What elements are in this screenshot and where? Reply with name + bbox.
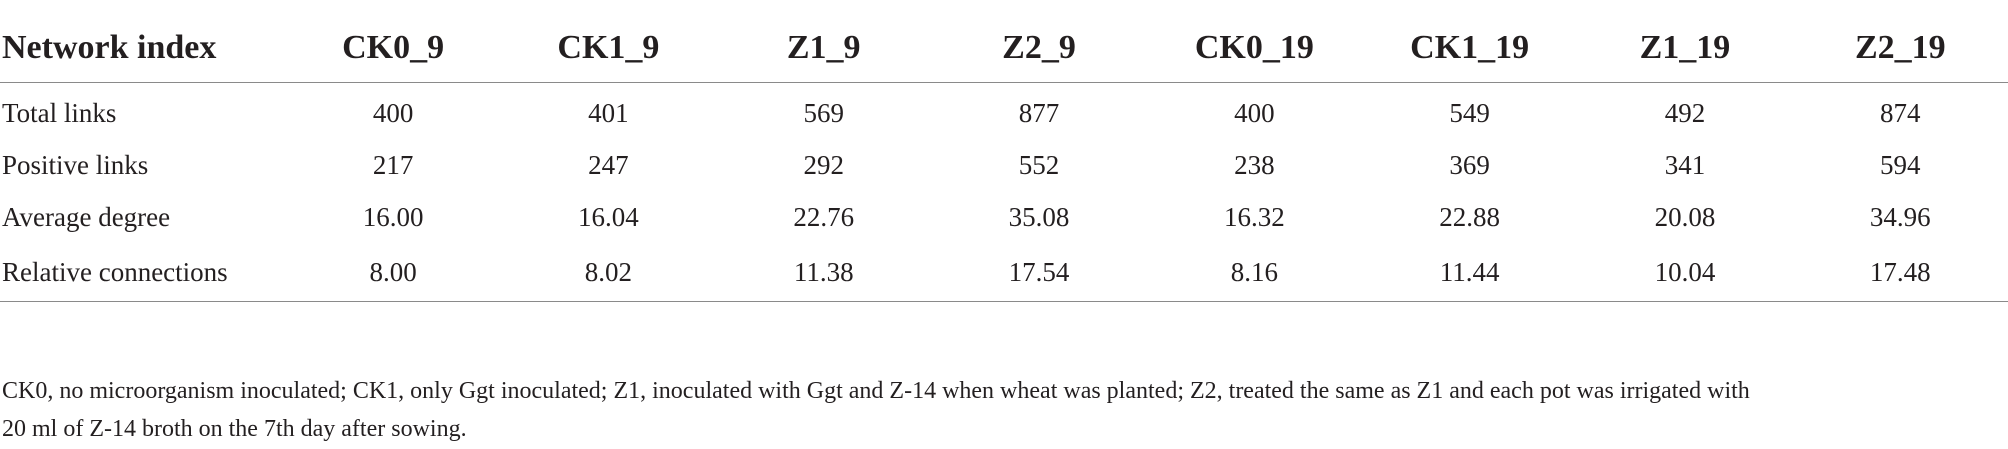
table-cell: 35.08 xyxy=(1008,201,1070,232)
table-cell: 16.00 xyxy=(362,201,424,232)
table-cell: 401 xyxy=(588,97,629,128)
row-label: Relative connections xyxy=(0,243,286,302)
table-cell: 552 xyxy=(1018,149,1060,180)
table-cell: 16.32 xyxy=(1223,201,1285,232)
row-label: Average degree xyxy=(2,201,171,232)
table-cell: 17.48 xyxy=(1792,243,2008,302)
table-cell: 10.04 xyxy=(1577,243,1793,302)
network-index-table: Network index CK0_9 CK1_9 Z1_9 Z2_9 CK0_… xyxy=(0,14,2008,302)
table-row: Relative connections 8.00 8.02 11.38 17.… xyxy=(0,243,2008,302)
table-cell: 549 xyxy=(1449,97,1490,128)
header-ck1-19: CK1_19 xyxy=(1361,14,1578,83)
header-network-index: Network index xyxy=(0,14,286,83)
header-z1-19: Z1_19 xyxy=(1577,14,1793,83)
table-cell: 20.08 xyxy=(1654,201,1716,232)
table-cell: 877 xyxy=(1018,97,1060,128)
header-z2-9: Z2_9 xyxy=(931,14,1147,83)
table-cell: 22.88 xyxy=(1439,201,1501,232)
table-cell: 341 xyxy=(1664,149,1706,180)
table-cell: 11.44 xyxy=(1361,243,1578,302)
header-ck0-19: CK0_19 xyxy=(1146,14,1362,83)
table-header-row: Network index CK0_9 CK1_9 Z1_9 Z2_9 CK0_… xyxy=(0,14,2008,83)
table-cell: 238 xyxy=(1234,149,1275,180)
network-index-table-container: Network index CK0_9 CK1_9 Z1_9 Z2_9 CK0_… xyxy=(0,14,2008,302)
table-cell: 8.02 xyxy=(500,243,717,302)
table-cell: 292 xyxy=(803,149,844,180)
table-cell: 34.96 xyxy=(1869,201,1931,232)
table-footnote: CK0, no microorganism inoculated; CK1, o… xyxy=(2,372,1992,448)
row-label: Positive links xyxy=(2,149,149,180)
table-cell: 369 xyxy=(1449,149,1490,180)
table-cell: 594 xyxy=(1880,149,1921,180)
header-ck1-9: CK1_9 xyxy=(500,14,717,83)
header-z1-9: Z1_9 xyxy=(716,14,932,83)
header-z2-19: Z2_19 xyxy=(1792,14,2008,83)
table-row: Positive links 217 247 292 552 238 369 3… xyxy=(0,139,2008,191)
table-cell: 217 xyxy=(372,149,414,180)
table-cell: 492 xyxy=(1664,97,1706,128)
table-cell: 22.76 xyxy=(793,201,855,232)
table-cell: 569 xyxy=(803,97,844,128)
table-row: Total links 400 401 569 877 400 549 492 … xyxy=(0,83,2008,140)
table-cell: 11.38 xyxy=(716,243,932,302)
table-cell: 247 xyxy=(588,149,629,180)
table-cell: 400 xyxy=(372,97,414,128)
table-row: Average degree 16.00 16.04 22.76 35.08 1… xyxy=(0,191,2008,243)
header-ck0-9: CK0_9 xyxy=(285,14,501,83)
table-cell: 874 xyxy=(1880,97,1921,128)
row-label: Total links xyxy=(2,97,117,128)
table-cell: 17.54 xyxy=(931,243,1147,302)
table-cell: 8.16 xyxy=(1146,243,1362,302)
table-cell: 16.04 xyxy=(578,201,639,232)
footnote-line-1: CK0, no microorganism inoculated; CK1, o… xyxy=(2,378,1750,404)
table-cell: 400 xyxy=(1234,97,1275,128)
footnote-line-2: 20 ml of Z-14 broth on the 7th day after… xyxy=(2,416,467,442)
table-cell: 8.00 xyxy=(285,243,501,302)
